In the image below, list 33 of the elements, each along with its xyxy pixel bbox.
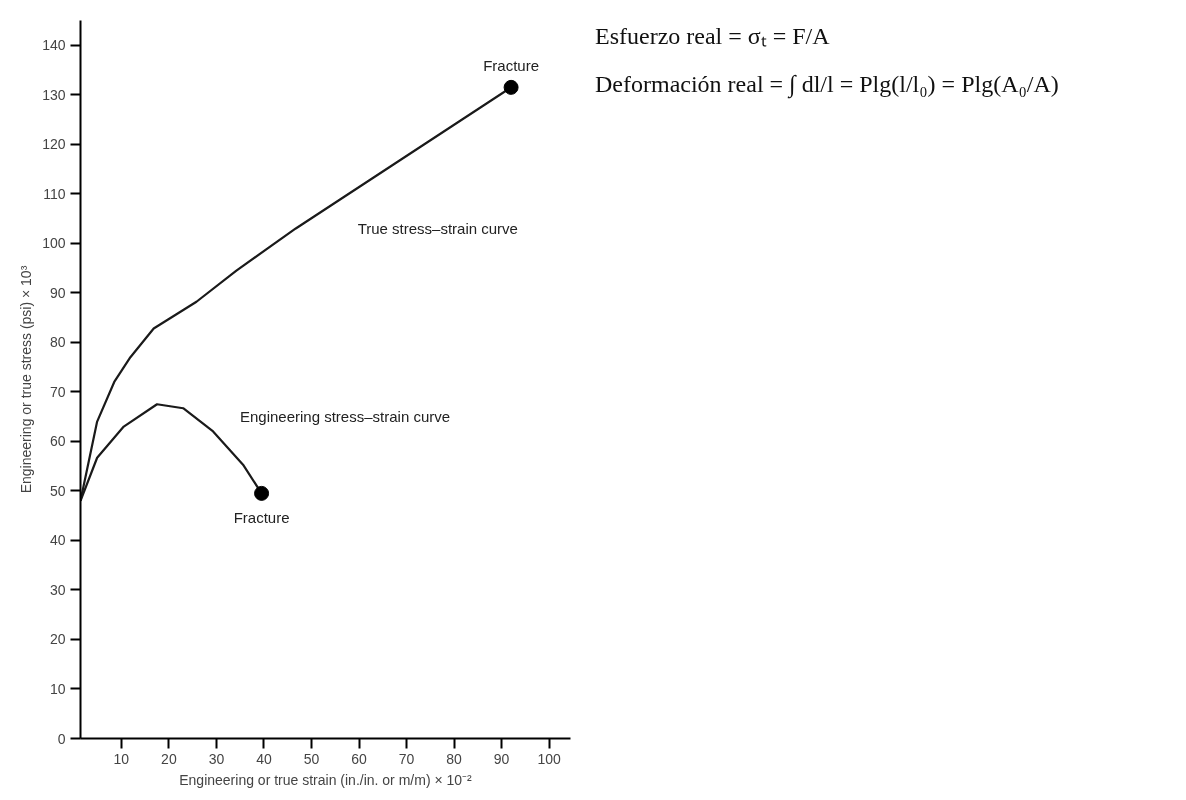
- x-tick-label: 70: [398, 750, 415, 767]
- y-tick-label: 110: [43, 185, 66, 202]
- series-label: True stress–strain curve: [357, 219, 518, 237]
- x-tick-label: 40: [256, 750, 272, 767]
- text: Esfuerzo real = σₜ = F/A: [595, 22, 831, 51]
- x-tick-label: 50: [303, 750, 320, 767]
- y-tick-label: 100: [42, 235, 66, 252]
- y-tick-label: 60: [49, 433, 66, 450]
- x-tick-label: 60: [351, 750, 368, 767]
- annotation: Fracture: [483, 56, 540, 74]
- y-tick-label: 0: [57, 730, 66, 747]
- y-tick-label: 130: [42, 86, 66, 103]
- series-label: Engineering stress–strain curve: [239, 407, 451, 425]
- x-tick-label: 90: [493, 750, 510, 767]
- y-tick-label: 80: [49, 334, 66, 351]
- y-tick-label: 70: [49, 383, 66, 400]
- y-tick-label: 50: [49, 482, 66, 499]
- annotation: Fracture: [233, 508, 290, 526]
- y-tick-label: 10: [49, 680, 66, 697]
- y-axis-title: Engineering or true stress (psi) × 10³: [18, 265, 35, 494]
- x-tick-label: 100: [537, 750, 562, 767]
- y-tick-label: 120: [42, 136, 66, 153]
- x-tick-label: 10: [113, 750, 130, 767]
- y-tick-label: 140: [42, 37, 66, 54]
- y-tick-label: 30: [49, 581, 66, 598]
- x-tick-label: 20: [161, 750, 177, 767]
- y-tick-label: 20: [49, 631, 66, 648]
- x-tick-label: 80: [446, 750, 463, 767]
- x-tick-label: 30: [208, 750, 225, 767]
- y-tick-label: 90: [49, 284, 66, 301]
- y-tick-label: 40: [49, 532, 66, 549]
- text: Deformación real = ∫ dl/l = Plg(l/l₀) = Plg(A₀/A): [595, 70, 1059, 101]
- x-axis-title: Engineering or true strain (in./in. or m/m) × 10⁻²: [179, 771, 473, 788]
